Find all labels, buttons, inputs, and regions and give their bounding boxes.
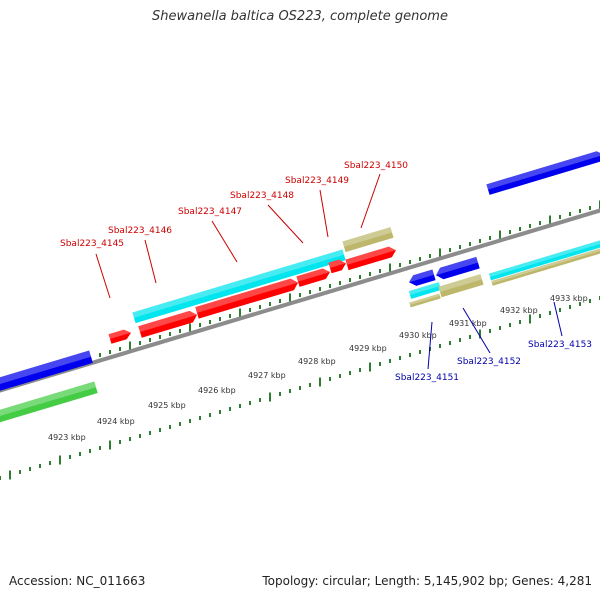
gene-4149 xyxy=(328,259,347,274)
gene-4153-cds-highlight xyxy=(488,239,600,277)
tick-label: 4927 kbp xyxy=(248,371,286,380)
gene-label: Sbal223_4145 xyxy=(60,239,124,249)
map-title: Shewanella baltica OS223, complete genom… xyxy=(152,9,448,24)
gene-4151-rna-body xyxy=(409,293,441,308)
gene-label: Sbal223_4151 xyxy=(395,373,459,383)
gene-left-green xyxy=(0,381,98,423)
cds-left-blue-body xyxy=(0,350,93,392)
leader-line xyxy=(267,204,304,244)
leader-line xyxy=(211,220,238,263)
gene-4150-highlight xyxy=(345,246,396,265)
cds-left-blue-highlight xyxy=(0,350,92,386)
gene-labels: Sbal223_4145 Sbal223_4146 Sbal223_4147 Sbal… xyxy=(60,161,592,383)
tick-label: 4925 kbp xyxy=(148,401,186,410)
leader-line xyxy=(427,321,433,370)
gene-4151-cds xyxy=(408,282,442,299)
gene-4149-highlight xyxy=(328,259,347,269)
feature-tracks xyxy=(0,151,600,423)
leader-line xyxy=(553,301,563,337)
gene-label: Sbal223_4148 xyxy=(230,191,294,201)
gene-4152-rna-body xyxy=(438,274,484,298)
gene-4147-body xyxy=(195,278,299,319)
tick-label: 4924 kbp xyxy=(97,417,135,426)
cds-left-blue xyxy=(0,350,93,392)
gene-4150 xyxy=(345,246,396,271)
accession-label: Accession: NC_011663 xyxy=(9,574,146,588)
tick-label: 4930 kbp xyxy=(399,331,437,340)
gene-4151-cds-highlight xyxy=(408,282,440,295)
gene-4152-rna-highlight xyxy=(438,274,483,293)
gene-4145-highlight xyxy=(108,329,132,340)
gene-left-green-highlight xyxy=(0,381,97,418)
leader-line xyxy=(319,189,329,238)
gene-4146 xyxy=(138,310,197,338)
gene-4146-highlight xyxy=(138,310,197,333)
genome-backbone xyxy=(0,208,600,393)
tick-label: 4932 kbp xyxy=(500,306,538,315)
leader-line xyxy=(360,173,381,229)
tick-label: 4928 kbp xyxy=(298,357,336,366)
gene-4152-body xyxy=(435,256,480,280)
gene-4147-highlight xyxy=(195,278,299,313)
leader-line xyxy=(144,239,157,284)
gene-4152-highlight xyxy=(435,256,479,276)
gene-4148-body xyxy=(296,268,331,287)
gene-4152-rna xyxy=(438,274,484,298)
cds-4145-4149-body xyxy=(132,249,346,324)
genome-summary: Topology: circular; Length: 5,145,902 bp… xyxy=(262,574,592,588)
gene-4148-highlight xyxy=(296,268,331,282)
gene-4145 xyxy=(108,329,132,344)
gene-4145-body xyxy=(108,329,132,344)
cds-4153-highlight xyxy=(486,151,600,190)
tick-label: 4926 kbp xyxy=(198,386,236,395)
gene-label: Sbal223_4147 xyxy=(178,207,242,217)
tick-label: 4929 kbp xyxy=(349,344,387,353)
tick-label: 4923 kbp xyxy=(48,433,86,442)
gene-4153-rna-body xyxy=(491,247,600,286)
gene-4151 xyxy=(408,269,436,286)
tick-label: 4933 kbp xyxy=(550,294,588,303)
gene-4151-rna-highlight xyxy=(409,293,440,305)
gene-4153-cds xyxy=(488,239,600,281)
tick-labels: 4923 kbp 4924 kbp 4925 kbp 4926 kbp 4927 kbp… xyxy=(48,294,588,442)
gene-4151-rna xyxy=(409,293,441,308)
leader-line xyxy=(95,253,111,299)
cds-4145-4149 xyxy=(132,249,346,324)
gene-label: Sbal223_4153 xyxy=(528,340,592,350)
gene-4150-body xyxy=(345,246,396,271)
cds-4145-4149-highlight xyxy=(132,249,344,318)
gene-label: Sbal223_4150 xyxy=(344,161,408,171)
leader-line xyxy=(462,307,491,354)
cds-4150-highlight xyxy=(342,227,393,247)
gene-4151-highlight xyxy=(408,269,435,283)
gene-left-green-body xyxy=(0,381,98,423)
tick-label: 4931 kbp xyxy=(449,319,487,328)
gene-4148 xyxy=(296,268,331,287)
gene-4153-rna-highlight xyxy=(491,247,600,284)
gene-4153-cds-body xyxy=(488,239,600,281)
gene-4151-body xyxy=(408,269,436,286)
gene-4147 xyxy=(195,278,299,319)
gene-4146-body xyxy=(138,310,197,338)
gene-label: Sbal223_4152 xyxy=(457,357,521,367)
cds-4150-body xyxy=(342,227,394,253)
cds-4153-body xyxy=(486,151,600,195)
cds-4153 xyxy=(486,151,600,195)
gene-4151-cds-body xyxy=(408,282,442,299)
gene-4152 xyxy=(435,256,480,280)
gene-label: Sbal223_4146 xyxy=(108,226,172,236)
cds-4150 xyxy=(342,227,394,253)
gene-label: Sbal223_4149 xyxy=(285,176,349,186)
gene-4149-body xyxy=(328,259,347,274)
backbone-line xyxy=(0,208,600,393)
gene-4153-rna xyxy=(491,247,600,286)
